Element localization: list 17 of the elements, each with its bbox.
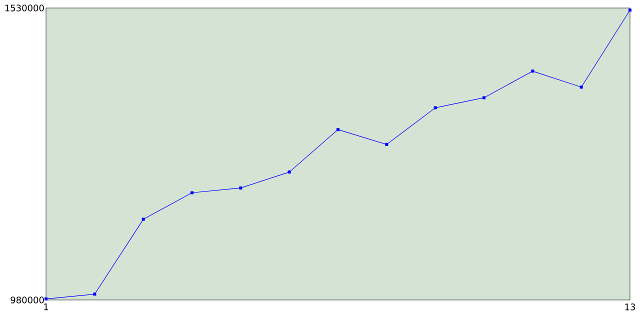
point <box>142 218 145 221</box>
point <box>434 106 437 110</box>
point <box>336 128 340 132</box>
y-tick-label: 980000 <box>10 296 44 304</box>
point <box>93 292 96 296</box>
point <box>288 170 291 174</box>
point <box>239 186 242 190</box>
x-tick-label: 13 <box>625 304 635 310</box>
point <box>385 142 388 146</box>
point <box>628 8 632 12</box>
y-tick-label: 1530000 <box>5 4 44 12</box>
point <box>190 191 194 194</box>
x-tick-label: 1 <box>44 304 48 310</box>
point <box>531 70 534 73</box>
point <box>482 96 486 100</box>
point <box>44 297 48 300</box>
point <box>580 86 583 89</box>
